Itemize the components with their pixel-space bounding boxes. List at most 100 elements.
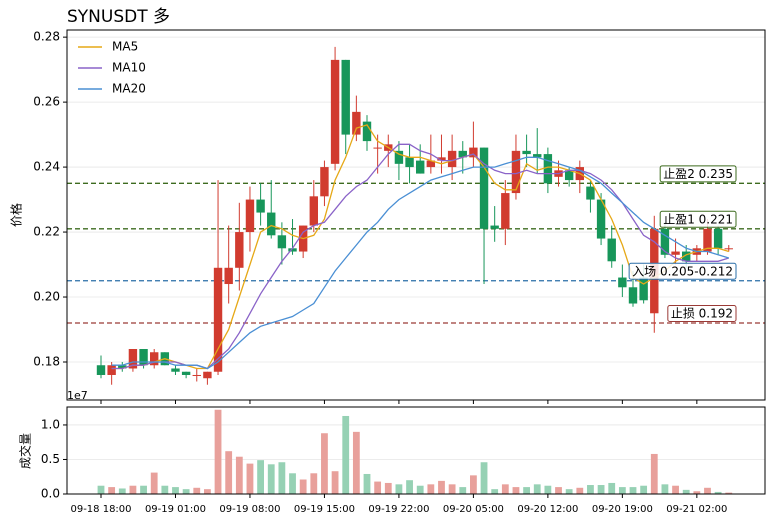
candle-body: [352, 111, 361, 135]
volume-bar: [118, 488, 126, 494]
volume-bar: [714, 491, 722, 494]
candle-body: [192, 374, 201, 376]
candle-body: [586, 186, 595, 200]
y-tick-label: 0.5: [41, 452, 60, 466]
candle-body: [224, 267, 233, 285]
y-tick-label: 0.24: [33, 160, 60, 174]
volume-bar: [459, 487, 467, 494]
offset-label: 1e7: [67, 389, 88, 402]
candle-body: [245, 199, 255, 233]
candle-body: [564, 170, 574, 181]
y-tick-label: 0.18: [33, 354, 60, 368]
candle-body: [447, 150, 457, 168]
volume-bar: [544, 485, 552, 494]
level-label-box: [659, 165, 737, 183]
volume-bar: [416, 485, 424, 494]
candle-body: [256, 199, 265, 213]
volume-bar: [363, 473, 371, 494]
volume-bar: [555, 487, 562, 494]
volume-bar: [214, 409, 222, 494]
volume-bar: [395, 484, 403, 494]
candle-body: [118, 365, 127, 369]
level-label: 止损 0.192: [671, 307, 733, 321]
candle-body: [533, 154, 542, 158]
x-tick-label: 09-20 19:00: [592, 504, 653, 515]
volume-bar: [374, 481, 382, 494]
volume-bar: [384, 482, 392, 494]
volume-bar: [140, 485, 147, 494]
candle-body: [703, 228, 712, 252]
volume-bar: [661, 484, 669, 494]
candle-body: [267, 212, 276, 236]
volume-bar: [225, 451, 233, 494]
legend-label: MA5: [112, 40, 138, 54]
chart-title: SYNUSDT 多: [67, 7, 170, 27]
volume-bar: [438, 480, 445, 494]
y-tick-label: 0.26: [33, 95, 60, 109]
volume-bar: [310, 473, 318, 494]
candle-body: [203, 371, 212, 379]
volume-bar: [533, 484, 541, 494]
candle-body: [479, 147, 489, 229]
candle-body: [405, 157, 414, 168]
candle-body: [724, 248, 733, 250]
x-tick-label: 09-21 02:00: [666, 504, 727, 515]
candle-body: [96, 365, 106, 375]
candle-body: [150, 352, 159, 366]
legend-label: MA20: [112, 82, 146, 96]
candle-body: [107, 365, 116, 375]
candle-body: [139, 348, 148, 366]
volume-bar: [576, 487, 584, 494]
candle-body: [309, 196, 318, 226]
level-label-box: [659, 210, 737, 228]
x-tick-label: 09-19 08:00: [219, 504, 280, 515]
volume-bar: [565, 489, 573, 494]
volume-bar: [406, 480, 413, 494]
volume-bar: [448, 484, 456, 494]
candle-body: [171, 368, 180, 372]
candle-body: [128, 348, 138, 369]
volume-bar: [501, 484, 509, 494]
volume-bar: [512, 487, 520, 494]
candle-body: [596, 199, 606, 239]
candle-body: [660, 228, 670, 255]
volume-bar: [597, 485, 605, 494]
y-tick-label: 0.28: [33, 30, 60, 44]
y-tick-label: 1.0: [41, 417, 60, 431]
volume-bar: [682, 489, 690, 494]
level-label: 入场 0.205-0.212: [632, 264, 733, 278]
candle-body: [628, 287, 638, 304]
y-tick-label: 0.20: [33, 290, 60, 304]
plot-frame: [66, 29, 766, 401]
candle-body: [607, 238, 616, 262]
candle-body: [426, 160, 436, 168]
candle-body: [320, 167, 329, 197]
x-tick-label: 09-20 12:00: [517, 504, 578, 515]
candle-body: [543, 154, 553, 184]
volume-bar: [427, 484, 435, 494]
candle-body: [682, 251, 691, 262]
volume-bar: [608, 482, 616, 494]
candle-body: [713, 228, 723, 249]
volume-bar: [204, 489, 211, 494]
candle-body: [437, 157, 446, 161]
volume-bar: [299, 479, 307, 494]
volume-bar: [235, 456, 243, 494]
candle-body: [416, 160, 425, 174]
x-tick-label: 09-19 01:00: [145, 504, 206, 515]
volume-axis-label: 成交量: [18, 433, 33, 469]
volume-bar: [278, 462, 286, 494]
candle-body: [394, 150, 404, 164]
candle-body: [511, 150, 521, 194]
volume-bar: [587, 485, 594, 494]
ma-line: [111, 124, 729, 370]
candle-body: [639, 277, 648, 301]
volume-bar: [470, 475, 477, 494]
volume-bar: [618, 487, 626, 494]
level-label: 止盈2 0.235: [663, 167, 733, 181]
volume-bar: [182, 489, 190, 494]
volume-bar: [172, 487, 179, 494]
volume-bar: [267, 464, 275, 494]
